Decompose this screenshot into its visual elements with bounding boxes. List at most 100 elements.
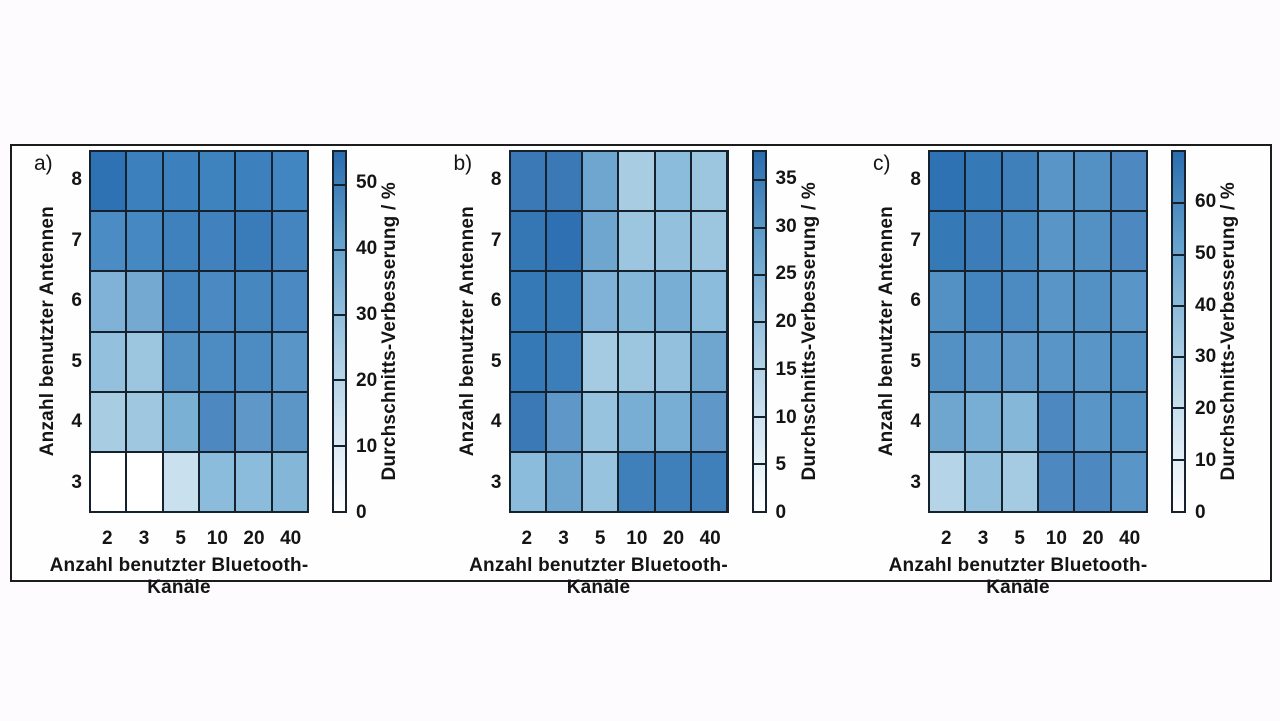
heatmap-cell: [692, 272, 727, 331]
x-tick-label: 2: [941, 528, 952, 549]
colorbar-tick-line: [1173, 356, 1184, 358]
colorbar-tick-label: 30: [775, 215, 797, 237]
heatmap-grid: [508, 150, 729, 513]
heatmap-cell: [163, 452, 198, 511]
colorbar-tick-label: 40: [356, 238, 378, 260]
x-tick-label: 3: [558, 528, 569, 549]
y-tick-label: 5: [490, 350, 502, 372]
heatmap-cell: [619, 212, 654, 271]
x-tick-label: 3: [138, 528, 150, 549]
heatmap-cell: [546, 152, 582, 211]
heatmap-cell: [272, 332, 307, 391]
panel-letter: a): [34, 152, 53, 175]
heatmap-cell: [91, 452, 126, 511]
heatmap-cell: [272, 392, 307, 451]
heatmap-cell: [1002, 152, 1037, 211]
heatmap-cell: [966, 392, 1001, 451]
heatmap-cell: [236, 392, 271, 451]
heatmap-cell: [272, 452, 307, 511]
heatmap-cell: [546, 452, 582, 511]
y-tick-label: 8: [910, 169, 921, 191]
y-tick-label: 6: [910, 290, 921, 312]
x-tick-label: 5: [1014, 528, 1025, 549]
heatmap-cell: [91, 392, 126, 451]
heatmap-cell: [163, 152, 198, 211]
heatmap-cell: [930, 152, 965, 211]
heatmap-panel: b) Anzahl benutzter Antennen 8 7 6 5 4 3 2 3 5 10 20…: [432, 146, 851, 598]
colorbar-tick-label: 20: [775, 311, 797, 333]
heatmap-cell: [163, 272, 198, 331]
heatmap-cell: [1075, 392, 1110, 451]
x-tick-label: 10: [206, 528, 228, 549]
colorbar-tick-line: [753, 462, 765, 465]
heatmap-cell: [91, 212, 126, 271]
x-tick-label: 5: [594, 528, 606, 549]
colorbar-label-wrap: Durchschnitts-Verbesserung / %: [796, 150, 824, 513]
y-tick-label: 7: [71, 229, 82, 251]
heatmap-cell: [1111, 272, 1146, 331]
heatmap-cell: [1038, 392, 1074, 451]
heatmap-cell: [966, 212, 1001, 271]
heatmap-cell: [966, 272, 1001, 331]
heatmap-cell: [1111, 212, 1146, 271]
colorbar: [751, 150, 767, 513]
colorbar-tick-line: [334, 379, 345, 382]
heatmap-cell: [546, 392, 582, 451]
heatmap-cell: [655, 212, 691, 271]
heatmap-cell: [163, 392, 198, 451]
heatmap-cell: [91, 332, 126, 391]
colorbar-tick-line: [753, 226, 765, 229]
y-tick-label: 4: [490, 411, 502, 433]
heatmap-cell: [199, 332, 235, 391]
heatmap-cell: [236, 452, 271, 511]
y-tick-label: 3: [490, 471, 502, 493]
colorbar-tick-line: [753, 321, 765, 324]
heatmap-cell: [1002, 392, 1037, 451]
x-tick-label: 3: [977, 528, 989, 549]
colorbar-tick-line: [334, 183, 345, 186]
heatmap-cell: [692, 152, 727, 211]
heatmap-cell: [1002, 272, 1037, 331]
colorbar-tick-label: 25: [775, 263, 797, 285]
x-axis-label: Anzahl benutzter Bluetooth-Kanäle: [888, 555, 1148, 598]
colorbar-tick-line: [1173, 458, 1184, 461]
heatmap-cell: [1002, 332, 1037, 391]
colorbar-label: Durchschnitts-Verbesserung / %: [798, 182, 820, 481]
heatmap-cell: [199, 272, 235, 331]
panel-letter: b): [453, 152, 473, 175]
x-tick-label: 10: [626, 528, 648, 549]
colorbar-tick-label: 30: [1195, 346, 1217, 368]
colorbar-tick-label: 50: [356, 172, 378, 194]
x-axis-label: Anzahl benutzter Bluetooth-Kanäle: [49, 555, 309, 598]
colorbar-tick-line: [753, 368, 765, 371]
heatmap-cell: [163, 332, 198, 391]
heatmap-cell: [619, 452, 654, 511]
colorbar-tick-label: 0: [775, 502, 787, 523]
y-tick-label: 3: [910, 471, 921, 493]
heatmap-cell: [930, 332, 965, 391]
heatmap-cell: [692, 452, 727, 511]
heatmap-cell: [236, 152, 271, 211]
colorbar-tick-label: 5: [775, 454, 787, 476]
heatmap-cell: [272, 272, 307, 331]
heatmap-cell: [930, 392, 965, 451]
y-tick-label: 7: [490, 229, 502, 251]
heatmap-cell: [583, 392, 618, 451]
heatmap-cell: [510, 212, 545, 271]
heatmap-cell: [930, 272, 965, 331]
heatmap-grid: [89, 150, 309, 513]
heatmap-cell: [655, 452, 691, 511]
heatmap-cell: [127, 452, 162, 511]
x-tick-label: 40: [280, 528, 302, 549]
heatmap-cell: [1111, 452, 1146, 511]
heatmap-cell: [199, 392, 235, 451]
heatmap-cell: [1075, 332, 1110, 391]
colorbar-tick-label: 35: [775, 167, 797, 189]
heatmap-cell: [199, 452, 235, 511]
colorbar-tick-label: 20: [1195, 398, 1217, 420]
heatmap-cell: [127, 332, 162, 391]
x-axis-label: Anzahl benutzter Bluetooth-Kanäle: [469, 555, 728, 598]
heatmap-cell: [692, 212, 727, 271]
heatmap-cell: [1075, 452, 1110, 511]
heatmap-cell: [619, 152, 654, 211]
